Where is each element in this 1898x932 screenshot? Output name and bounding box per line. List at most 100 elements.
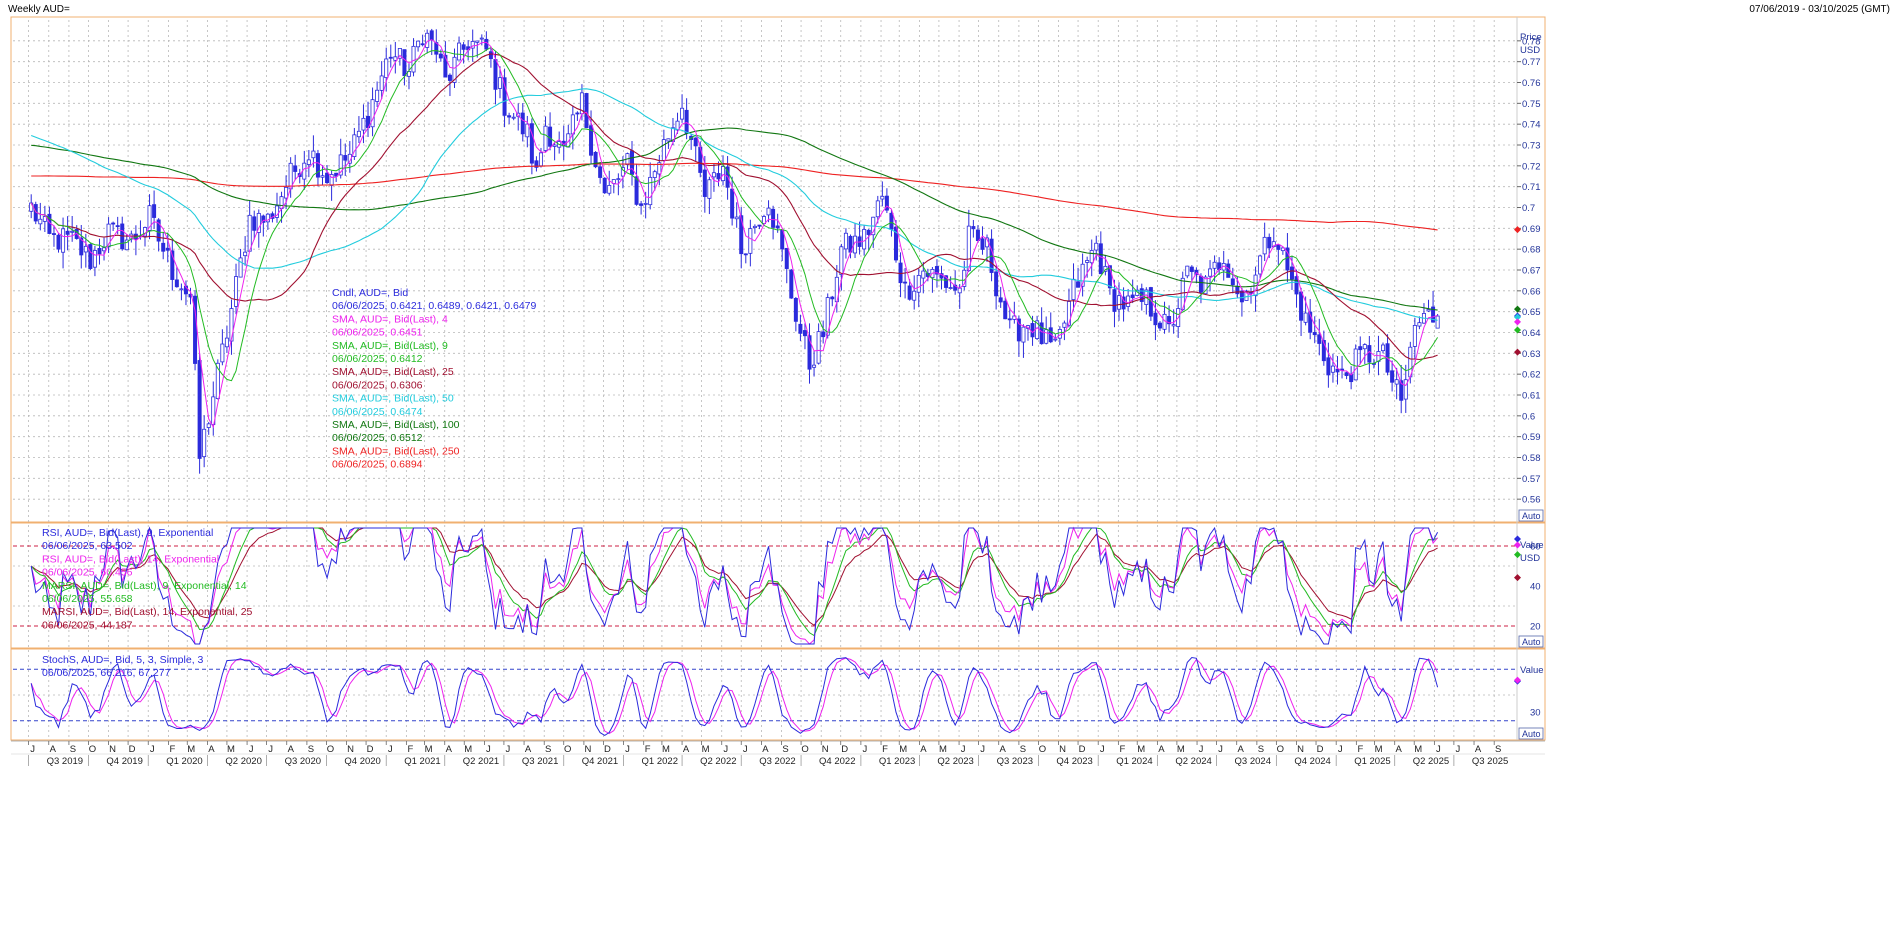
quarter-label: Q4 2021 [582, 756, 618, 767]
sma-250-line [31, 162, 1438, 231]
candle-body [1089, 250, 1094, 264]
month-label: J [1338, 744, 1343, 755]
month-label: F [882, 744, 888, 755]
candle-body [343, 155, 348, 161]
candle-body [944, 275, 949, 288]
candle-body [88, 244, 93, 269]
price-auto-button[interactable]: Auto [1518, 509, 1544, 522]
candle-body [1044, 329, 1049, 344]
quarter-label: Q4 2024 [1294, 756, 1330, 767]
month-label: N [1059, 744, 1066, 755]
month-label: J [1199, 744, 1204, 755]
candle-body [206, 423, 211, 428]
candle-body [1317, 334, 1322, 344]
price-tick-label: 0.68 [1522, 245, 1541, 256]
candle-body [975, 229, 980, 242]
price-tick-label: 0.72 [1522, 161, 1541, 172]
candle-body [111, 222, 116, 225]
candle-body [352, 134, 357, 157]
candle-body [1330, 365, 1335, 373]
candle-body [375, 89, 380, 102]
candle-body [243, 251, 248, 257]
sma-100-marker [1514, 305, 1521, 313]
candle-body [1417, 322, 1422, 327]
candle-body [934, 266, 939, 275]
month-label: M [227, 744, 235, 755]
candle-body [197, 360, 202, 459]
candle-body [748, 228, 753, 254]
candle-body [812, 364, 817, 368]
rsi-legend-item: MARSI, AUD=, Bid(Last), 9, Exponential, … [42, 580, 247, 592]
candle-body [875, 200, 880, 218]
rsi-14-marker [1514, 541, 1521, 549]
rsi-legend-item: 06/06/2025, 55.658 [42, 593, 133, 605]
chart-title: Weekly AUD= [8, 4, 70, 15]
candle-body [315, 153, 320, 178]
price-tick-label: 0.59 [1522, 432, 1541, 443]
price-legend-item: SMA, AUD=, Bid(Last), 25 [332, 366, 454, 378]
price-tick-label: 0.6 [1522, 411, 1535, 422]
candle-body [1162, 313, 1167, 330]
price-tick-label: 0.75 [1522, 99, 1541, 110]
axes: Price USD 0.56 0.57 0.58 0.59 0.6 0.61 0.62 0.63 0… [11, 32, 1545, 767]
sma-100-line [31, 127, 1438, 311]
candle-body [802, 330, 807, 337]
candle-body [734, 216, 739, 220]
price-legend-item: 06/06/2025, 0.6512 [332, 432, 423, 444]
candle-body [1230, 278, 1235, 286]
price-tick-label: 0.69 [1522, 224, 1541, 235]
candle-body [102, 247, 107, 252]
sma-25-line [30, 53, 1438, 361]
candle-body [1289, 266, 1294, 280]
candle-body [425, 32, 430, 48]
candle-body [1426, 309, 1431, 312]
candle-body [174, 279, 179, 288]
candle-body [461, 44, 466, 50]
sma-4-marker [1514, 318, 1521, 326]
month-label: M [662, 744, 670, 755]
candle-body [839, 246, 844, 275]
panel-frames [10, 16, 1546, 741]
candle-body [1080, 263, 1085, 287]
sma-4-line [30, 39, 1438, 429]
month-label: F [645, 744, 651, 755]
candle-body [898, 262, 903, 284]
candle-body [1267, 236, 1272, 249]
month-label: S [70, 744, 76, 755]
month-label: J [1100, 744, 1105, 755]
candle-body [325, 172, 330, 184]
candle-body [1085, 260, 1090, 263]
rsi-auto-button[interactable]: Auto [1518, 635, 1544, 648]
candle-body [51, 233, 56, 235]
candle-body [1153, 312, 1158, 326]
month-label: S [1020, 744, 1026, 755]
price-legend-item: Cndl, AUD=, Bid [332, 287, 408, 299]
month-label: A [1000, 744, 1007, 755]
price-tick-label: 0.76 [1522, 78, 1541, 89]
stochastic-panel [30, 656, 1439, 736]
price-tick-label: 0.78 [1522, 36, 1541, 47]
candle-body [730, 188, 735, 219]
price-tick-label: 0.7 [1522, 203, 1535, 214]
candle-body [575, 112, 580, 115]
marsi-25-marker [1514, 574, 1521, 582]
quarter-label: Q2 2022 [700, 756, 736, 767]
candle-body [179, 288, 184, 291]
candle-body [830, 296, 835, 300]
candle-body [416, 40, 421, 48]
stoch-auto-button[interactable]: Auto [1518, 727, 1544, 740]
month-label: F [1357, 744, 1363, 755]
candle-body [775, 225, 780, 229]
candle-body [202, 428, 207, 458]
candle-body [161, 242, 166, 252]
month-label: S [782, 744, 788, 755]
month-label: N [822, 744, 829, 755]
candle-body [1076, 281, 1081, 288]
quarter-label: Q4 2019 [106, 756, 142, 767]
candle-body [79, 237, 84, 256]
candle-body [584, 93, 589, 129]
candle-body [1171, 324, 1176, 327]
candle-body [1358, 346, 1363, 351]
candle-body [1258, 255, 1263, 275]
candle-body [170, 250, 175, 280]
